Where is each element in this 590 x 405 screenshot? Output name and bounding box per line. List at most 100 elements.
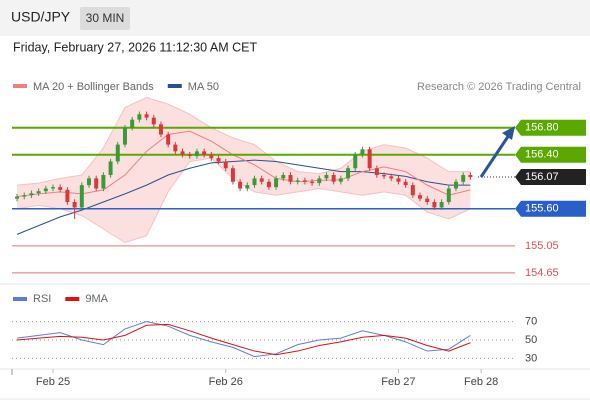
level-tag	[515, 119, 586, 136]
legend-swatch	[167, 84, 182, 88]
candle-body	[324, 175, 329, 179]
candle-body	[173, 144, 178, 152]
candle-body	[288, 175, 293, 182]
level-label: 154.65	[525, 267, 559, 279]
candle-body	[389, 176, 394, 179]
x-tick-label: Feb 26	[209, 376, 243, 388]
candle-body	[158, 124, 163, 135]
level-label: 156.40	[525, 149, 559, 161]
candle-body	[281, 175, 286, 179]
candle-body	[338, 178, 343, 182]
candle-body	[194, 151, 199, 157]
candle-body	[346, 168, 351, 179]
candle-body	[65, 189, 70, 202]
legend-swatch	[13, 297, 27, 301]
candle-body	[252, 178, 257, 186]
candle-body	[36, 191, 41, 194]
candle-body	[274, 178, 279, 188]
level-label: 156.80	[525, 122, 559, 134]
legend-label: MA 20 + Bollinger Bands	[33, 81, 154, 93]
rsi-tick-label: 70	[525, 315, 537, 327]
candle-body	[122, 127, 127, 145]
interval: 30 MIN	[86, 11, 125, 25]
x-tick-label: Feb 27	[381, 376, 415, 388]
candle-body	[453, 181, 458, 189]
candle-body	[209, 154, 214, 159]
ma50-line	[16, 159, 471, 235]
candle-body	[310, 181, 315, 184]
candle-body	[425, 198, 430, 202]
current-tag	[515, 169, 586, 186]
candle-body	[15, 196, 20, 199]
candle-body	[439, 202, 444, 208]
x-tick-label: Feb 25	[36, 376, 70, 388]
candle-body	[180, 151, 185, 155]
candle-body	[72, 202, 77, 208]
legend-swatch	[65, 297, 80, 301]
candle-body	[166, 134, 171, 145]
level-tag	[515, 200, 586, 217]
candle-body	[403, 181, 408, 186]
candle-body	[108, 161, 113, 175]
legend-label: RSI	[33, 293, 51, 305]
candle-body	[432, 202, 437, 208]
candle-body	[216, 158, 221, 162]
candle-body	[223, 161, 228, 169]
candle-body	[29, 193, 34, 196]
rsi-tick-label: 30	[525, 352, 537, 364]
candle-body	[266, 181, 271, 188]
candle-body	[410, 185, 415, 196]
candle-body	[101, 175, 106, 189]
candle-body	[396, 178, 401, 182]
candle-body	[418, 195, 423, 199]
credit: Research © 2026 Trading Central	[417, 81, 581, 93]
candle-body	[130, 119, 135, 128]
arrow-shaft	[479, 134, 511, 178]
candle-body	[22, 195, 27, 197]
candle-body	[187, 154, 192, 157]
symbol: USD/JPY	[11, 9, 71, 25]
x-tick-label: Feb 28	[464, 376, 498, 388]
level-label: 155.60	[525, 203, 559, 215]
candle-body	[137, 114, 142, 120]
candle-body	[43, 188, 48, 192]
level-label: 155.05	[525, 240, 559, 252]
candle-body	[367, 149, 372, 169]
rsi-line	[16, 321, 471, 358]
ma20-line	[16, 130, 471, 198]
candle-body	[353, 154, 358, 169]
candle-body	[317, 178, 322, 184]
legend-label: MA 50	[188, 81, 219, 93]
arrow-head	[502, 126, 515, 140]
candle-body	[331, 175, 336, 182]
candle-body	[79, 185, 84, 208]
candle-body	[360, 149, 365, 155]
candle-body	[51, 187, 56, 189]
interval-box	[80, 7, 130, 30]
datetime: Friday, February 27, 2026 11:12:30 AM CE…	[13, 40, 257, 54]
level-tag	[515, 146, 586, 163]
legend-swatch	[13, 84, 27, 88]
candle-body	[151, 117, 156, 125]
candle-body	[86, 178, 91, 186]
candle-body	[115, 144, 120, 162]
candle-body	[94, 178, 99, 189]
bb-upper	[16, 96, 471, 186]
candle-body	[295, 180, 300, 182]
candle-body	[468, 175, 473, 178]
candle-body	[259, 178, 264, 182]
candle-body	[302, 180, 307, 182]
candle-body	[202, 151, 207, 155]
legend-label: 9MA	[85, 293, 108, 305]
candle-body	[446, 188, 451, 202]
band-fill	[17, 97, 471, 243]
candle-body	[238, 181, 243, 189]
candle-body	[144, 114, 149, 118]
rsi-ma-line	[16, 323, 471, 356]
candle-body	[374, 168, 379, 175]
bb-lower	[16, 157, 471, 244]
candle-body	[461, 175, 466, 182]
rsi-tick-label: 50	[525, 334, 537, 346]
candle-body	[382, 175, 387, 177]
